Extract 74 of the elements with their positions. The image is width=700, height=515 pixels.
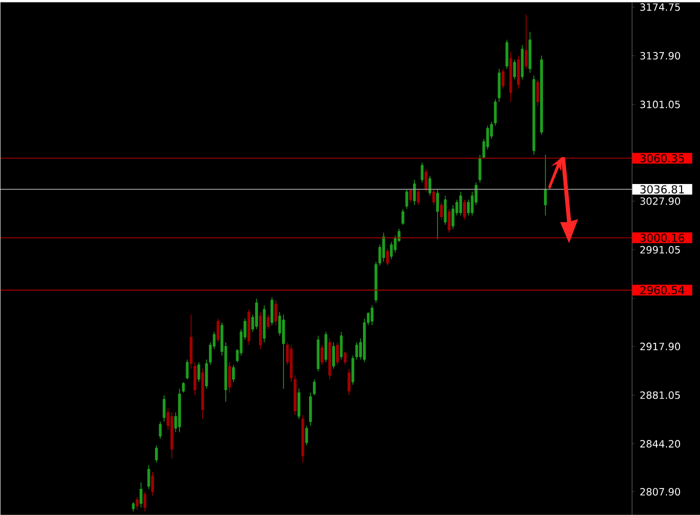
- candlestick: [348, 368, 350, 396]
- candlestick: [459, 191, 462, 216]
- candlestick: [232, 364, 235, 382]
- candlestick: [197, 362, 200, 382]
- candlestick: [340, 331, 343, 360]
- candlestick: [466, 199, 470, 216]
- candlestick: [505, 39, 508, 70]
- candlestick: [351, 355, 354, 385]
- candlestick: [452, 204, 454, 230]
- candlestick: [332, 342, 335, 370]
- candlestick: [158, 421, 162, 440]
- ref-line-label: 3036.81: [640, 185, 684, 194]
- candlestick: [216, 318, 220, 343]
- candlestick: [162, 394, 166, 422]
- ref-line-label: 3000.16: [640, 234, 684, 242]
- candlestick: [432, 188, 436, 206]
- candlestick: [448, 208, 451, 234]
- candlestick: [478, 154, 482, 183]
- candlestick: [420, 162, 424, 183]
- candlestick: [428, 175, 432, 196]
- candlestick: [390, 241, 393, 260]
- candlestick: [320, 344, 324, 366]
- candlestick: [382, 232, 386, 262]
- candlestick: [182, 382, 185, 393]
- candlestick: [298, 388, 300, 420]
- candlestick: [255, 298, 258, 330]
- candlestick: [370, 304, 374, 326]
- candlestick: [194, 362, 196, 396]
- candlestick: [151, 471, 154, 496]
- candlestick: [394, 234, 397, 253]
- candlestick: [336, 342, 339, 366]
- candlestick: [416, 188, 420, 206]
- candlestick: [143, 491, 146, 512]
- candlestick: [305, 425, 308, 446]
- y-tick-label: 3027.90: [640, 197, 680, 205]
- candlestick: [524, 14, 528, 70]
- y-tick-label: 3137.90: [640, 52, 680, 60]
- candlestick: [409, 188, 412, 203]
- candlestick: [136, 496, 139, 511]
- candlestick: [132, 502, 135, 512]
- y-tick-label: 2844.20: [640, 440, 680, 448]
- candlestick: [228, 362, 232, 393]
- candlestick: [424, 168, 428, 192]
- y-tick-label: 3174.75: [640, 3, 680, 11]
- candlestick: [355, 342, 358, 360]
- candlestick: [440, 202, 443, 220]
- candlestick: [274, 300, 278, 326]
- candlestick: [544, 154, 547, 216]
- candlestick: [266, 314, 270, 330]
- candlestick: [513, 59, 516, 80]
- candlestick: [502, 68, 504, 90]
- candlestick: [270, 296, 274, 326]
- ref-line-label: 2960.54: [640, 286, 684, 294]
- candlestick: [386, 248, 389, 266]
- candlestick: [205, 359, 208, 389]
- candlestick: [463, 199, 466, 220]
- y-tick-label: 2917.90: [640, 342, 680, 350]
- candlestick: [282, 314, 285, 389]
- candlestick: [413, 179, 416, 206]
- y-tick-label: 3101.05: [640, 100, 680, 108]
- y-tick-label: 2881.05: [640, 391, 680, 399]
- y-tick-label: 2991.05: [640, 246, 680, 254]
- candlestick: [147, 464, 150, 490]
- y-tick-label: 2807.90: [640, 488, 680, 496]
- candlestick: [140, 482, 142, 508]
- candlestick: [312, 378, 316, 396]
- candlestick: [494, 98, 497, 126]
- ref-line-label: 3060.35: [640, 154, 684, 162]
- candlestick: [536, 78, 540, 106]
- candlestick: [401, 208, 404, 226]
- candlestick: [344, 351, 347, 366]
- candlestick: [155, 444, 158, 463]
- candlestick: [186, 359, 189, 380]
- candlestick: [436, 188, 439, 240]
